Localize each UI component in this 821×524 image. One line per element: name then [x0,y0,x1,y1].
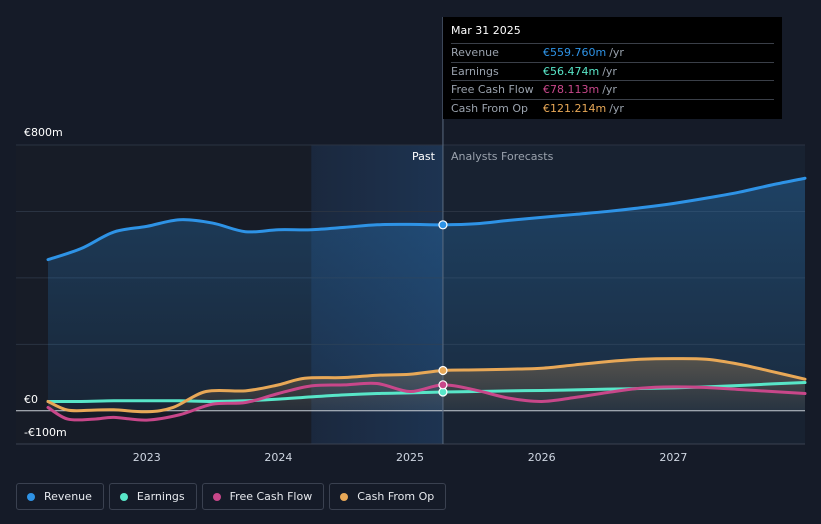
tooltip-unit: /yr [602,64,617,78]
tooltip-unit: /yr [609,46,624,60]
legend-dot-icon [119,492,128,501]
legend-dot-icon [340,492,349,501]
cash-from-op-line [46,357,807,414]
legend-label: Free Cash Flow [229,490,313,503]
tooltip-value: €559.760m [543,46,607,60]
legend-item-free-cash-flow[interactable]: Free Cash Flow [201,483,325,510]
chart: €800m €0 -€100m Past Analysts Forecasts 2023 2… [16,17,807,464]
tooltip-unit: /yr [602,83,617,97]
tooltip-label: Earnings [451,64,499,78]
tooltip-value: €78.113m [543,83,600,97]
tooltip-unit: /yr [609,101,624,115]
tooltip-value: €121.214m [543,101,607,115]
free-cash-flow-marker [438,380,448,390]
cash-from-op-area [48,358,805,412]
legend-dot-icon [27,492,35,501]
x-tick-label: 2025 [396,451,424,464]
hover-tooltip: Mar 31 2025 Revenue €559.760m/yr Earnings €… [443,17,782,119]
legend-label: Revenue [44,490,92,503]
past-label: Past [412,150,436,163]
tooltip-label: Free Cash Flow [451,83,534,97]
cash-from-op-marker [438,365,448,376]
legend-label: Earnings [136,490,185,503]
tooltip-label: Cash From Op [451,101,529,115]
legend-item-revenue[interactable]: Revenue [16,483,104,510]
tooltip-date: Mar 31 2025 [451,24,521,37]
x-tick-label: 2026 [528,451,556,464]
legend-item-cash-from-op[interactable]: Cash From Op [329,483,447,510]
y-axis-label-bottom: -€100m [24,426,67,439]
legend: Revenue Earnings Free Cash Flow Cash From O… [16,483,447,510]
revenue-line [46,176,807,262]
tooltip-label: Revenue [451,46,499,60]
legend-dot-icon [212,492,221,501]
tooltip-row-free-cash-flow: Free Cash Flow €78.113m/yr [451,80,774,99]
y-axis-label-top: €800m [24,126,63,139]
forecast-label: Analysts Forecasts [451,150,554,163]
x-tick-label: 2027 [659,451,687,464]
tooltip-row-revenue: Revenue €559.760m/yr [451,43,774,62]
revenue-marker [438,220,448,230]
tooltip-value: €56.474m [543,64,600,78]
y-axis-label-zero: €0 [24,393,38,406]
tooltip-row-cash-from-op: Cash From Op €121.214m/yr [451,98,774,118]
legend-label: Cash From Op [357,490,435,503]
x-tick-label: 2023 [133,451,161,464]
legend-item-earnings[interactable]: Earnings [108,483,197,510]
revenue-area [48,178,805,411]
free-cash-flow-line [46,381,807,422]
tooltip-row-earnings: Earnings €56.474m/yr [451,61,774,81]
x-tick-label: 2024 [264,451,292,464]
